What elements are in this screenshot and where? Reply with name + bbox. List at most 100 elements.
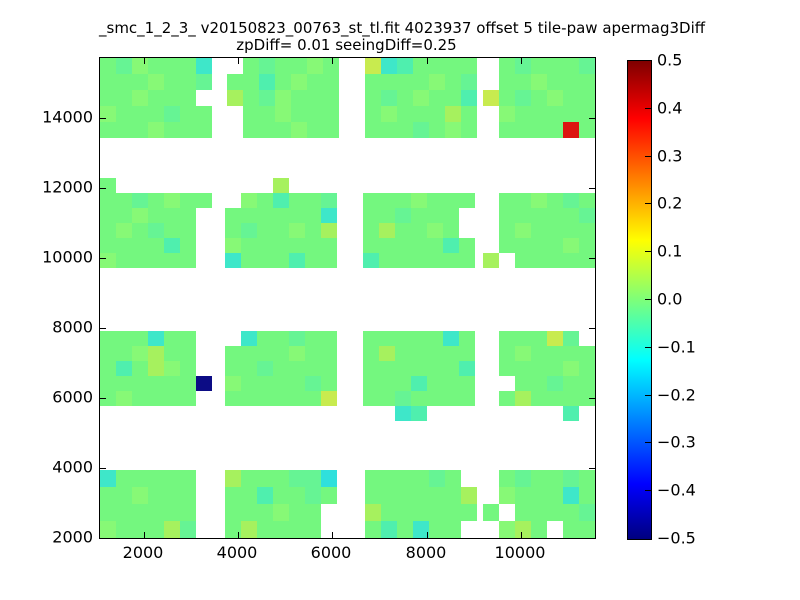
heatmap-cell	[379, 193, 395, 208]
heatmap-cell	[531, 238, 547, 253]
heatmap-cell	[563, 470, 579, 487]
heatmap-cell	[305, 193, 321, 208]
heatmap-cell	[547, 106, 563, 122]
heatmap-cell	[443, 346, 459, 361]
heatmap-cell	[321, 376, 337, 391]
heatmap-cell	[459, 331, 475, 346]
heatmap-cell	[443, 253, 459, 268]
heatmap-cell	[196, 106, 212, 122]
heatmap-cell	[275, 90, 291, 106]
heatmap-cell	[148, 90, 164, 106]
colorbar-tick-mark	[645, 490, 651, 492]
heatmap-cell	[363, 193, 379, 208]
axis-tick-mark	[332, 58, 333, 64]
heatmap-cell	[461, 504, 477, 521]
heatmap-cell	[515, 208, 531, 223]
heatmap-cell	[148, 122, 164, 138]
heatmap-cell	[180, 193, 196, 208]
heatmap-cell	[241, 391, 257, 406]
heatmap-cell	[225, 238, 241, 253]
heatmap-cell	[445, 90, 461, 106]
heatmap-cell	[180, 208, 196, 223]
heatmap-cell	[429, 90, 445, 106]
heatmap-cell	[321, 331, 337, 346]
heatmap-cell	[445, 122, 461, 138]
heatmap-cell	[132, 223, 148, 238]
heatmap-cell	[321, 193, 337, 208]
heatmap-cell	[429, 470, 445, 487]
heatmap-cell	[499, 521, 515, 538]
heatmap-cell	[563, 487, 579, 504]
heatmap-cell	[427, 376, 443, 391]
heatmap-cell	[531, 58, 547, 74]
heatmap-cell	[180, 521, 196, 538]
heatmap-cell	[563, 346, 579, 361]
heatmap-cell	[273, 391, 289, 406]
heatmap-cell	[563, 504, 579, 521]
y-tick-label: 14000	[42, 107, 93, 127]
heatmap-cell	[579, 58, 595, 74]
heatmap-cell	[413, 106, 429, 122]
axis-tick-mark	[521, 58, 522, 64]
heatmap-cell	[241, 470, 257, 487]
heatmap-cell	[116, 74, 132, 90]
heatmap-cell	[180, 122, 196, 138]
colorbar-tick-mark	[645, 442, 651, 444]
heatmap-cell	[429, 521, 445, 538]
heatmap-cell	[483, 504, 499, 521]
heatmap-cell	[459, 193, 475, 208]
heatmap-cell	[289, 208, 305, 223]
heatmap-cell	[379, 361, 395, 376]
heatmap-cell	[291, 106, 307, 122]
heatmap-cell	[395, 253, 411, 268]
heatmap-cell	[397, 90, 413, 106]
heatmap-cell	[365, 487, 381, 504]
heatmap-cell	[225, 391, 241, 406]
heatmap-cell	[411, 346, 427, 361]
heatmap-cell	[180, 346, 196, 361]
heatmap-cell	[499, 208, 515, 223]
heatmap-cell	[307, 90, 323, 106]
heatmap-cell	[132, 391, 148, 406]
axis-tick-mark	[238, 58, 239, 64]
heatmap-cell	[427, 193, 443, 208]
heatmap-cell	[305, 376, 321, 391]
heatmap-cell	[411, 391, 427, 406]
heatmap-cell	[429, 74, 445, 90]
heatmap-cell	[459, 391, 475, 406]
heatmap-cell	[547, 193, 563, 208]
heatmap-cell	[579, 208, 595, 223]
y-tick-label: 4000	[52, 457, 93, 477]
heatmap-cell	[164, 223, 180, 238]
heatmap-cell	[531, 391, 547, 406]
heatmap-cell	[515, 391, 531, 406]
heatmap-cell	[499, 391, 515, 406]
heatmap-cell	[531, 331, 547, 346]
heatmap-cell	[100, 238, 116, 253]
axis-tick-mark	[144, 58, 145, 64]
heatmap-cell	[273, 487, 289, 504]
heatmap-cell	[305, 470, 321, 487]
heatmap-cell	[515, 122, 531, 138]
heatmap-cell	[547, 470, 563, 487]
axis-tick-mark	[589, 468, 595, 469]
heatmap-cell	[148, 253, 164, 268]
heatmap-cell	[413, 74, 429, 90]
heatmap-cell	[445, 74, 461, 90]
heatmap-cell	[579, 487, 595, 504]
heatmap-cell	[307, 74, 323, 90]
heatmap-cell	[148, 238, 164, 253]
heatmap-cell	[116, 346, 132, 361]
heatmap-cell	[132, 521, 148, 538]
heatmap-cell	[395, 208, 411, 223]
heatmap-cell	[427, 208, 443, 223]
heatmap-cell	[363, 238, 379, 253]
heatmap-cell	[427, 331, 443, 346]
heatmap-cell	[243, 74, 259, 90]
heatmap-cell	[180, 253, 196, 268]
heatmap-cell	[305, 487, 321, 504]
heatmap-cell	[132, 470, 148, 487]
heatmap-cell	[289, 253, 305, 268]
heatmap-cell	[323, 90, 339, 106]
heatmap-cell	[273, 238, 289, 253]
